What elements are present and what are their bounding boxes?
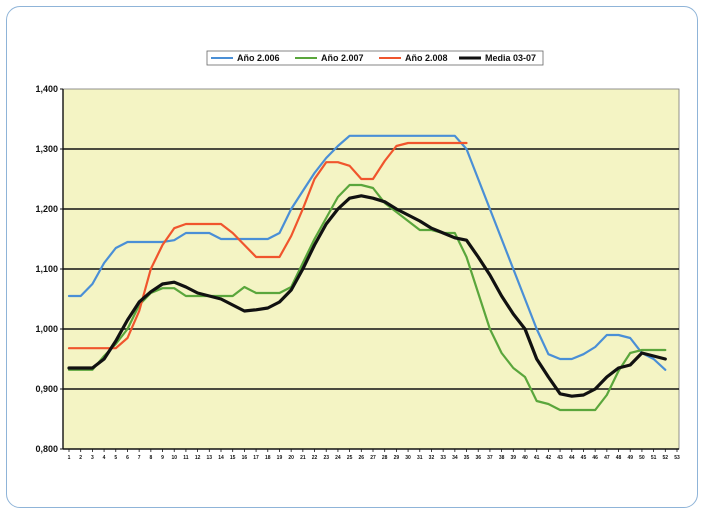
x-tick-label: 45 (581, 455, 587, 461)
legend-label: Año 2.007 (321, 53, 364, 63)
x-tick-label: 7 (138, 455, 141, 461)
series-line-2 (67, 141, 468, 350)
x-tick-label: 49 (627, 455, 633, 461)
chart-legend: Año 2.006 Año 2.007 Año 2.008 Media 03-07 (206, 50, 544, 66)
x-tick-label: 23 (323, 455, 329, 461)
x-tick-label: 38 (499, 455, 505, 461)
series-layer (67, 134, 667, 412)
legend-label: Media 03-07 (485, 53, 536, 63)
y-tick-label: 1,100 (35, 264, 58, 274)
x-axis: 1 2 3 4 5 6 7 8 9 10 11 12 13 14 15 16 17 18 19 20 21 22 23 24 2… (63, 448, 680, 461)
y-tick-label: 0,900 (35, 384, 58, 394)
line-chart: Año 2.006 Año 2.007 Año 2.008 Media 03-07 0… (35, 50, 680, 461)
y-tick-label: 1,000 (35, 324, 58, 334)
x-tick-label: 47 (604, 455, 610, 461)
y-axis: 0,800 0,900 1,000 1,100 1,200 1,300 1,400 (35, 84, 64, 454)
x-tick-label: 22 (312, 455, 318, 461)
x-tick-label: 6 (126, 455, 129, 461)
x-tick-label: 4 (103, 455, 106, 461)
series-line-1 (67, 183, 667, 412)
x-tick-label: 42 (546, 455, 552, 461)
x-tick-label: 36 (475, 455, 481, 461)
x-tick-label: 16 (242, 455, 248, 461)
x-tick-label: 10 (171, 455, 177, 461)
x-tick-label: 41 (534, 455, 540, 461)
x-tick-label: 15 (230, 455, 236, 461)
x-tick-label: 2 (79, 455, 82, 461)
x-tick-label: 35 (464, 455, 470, 461)
x-tick-label: 40 (522, 455, 528, 461)
x-tick-label: 50 (639, 455, 645, 461)
x-tick-label: 17 (253, 455, 259, 461)
x-tick-label: 13 (207, 455, 213, 461)
x-tick-label: 33 (440, 455, 446, 461)
x-tick-label: 9 (161, 455, 164, 461)
x-tick-label: 26 (359, 455, 365, 461)
x-tick-label: 52 (663, 455, 669, 461)
x-tick-label: 28 (382, 455, 388, 461)
x-tick-label: 39 (511, 455, 517, 461)
x-tick-label: 11 (183, 455, 189, 461)
x-tick-label: 21 (300, 455, 306, 461)
x-tick-label: 27 (370, 455, 376, 461)
y-tick-label: 1,400 (35, 84, 58, 94)
x-tick-label: 48 (616, 455, 622, 461)
chart-frame: Año 2.006 Año 2.007 Año 2.008 Media 03-07 0… (6, 6, 698, 508)
legend-label: Año 2.006 (237, 53, 280, 63)
x-tick-label: 43 (557, 455, 563, 461)
y-tick-label: 1,200 (35, 204, 58, 214)
x-tick-label: 31 (417, 455, 423, 461)
x-tick-label: 1 (68, 455, 71, 461)
legend-label: Año 2.008 (405, 53, 448, 63)
x-tick-label: 3 (91, 455, 94, 461)
x-tick-label: 19 (277, 455, 283, 461)
x-tick-label: 46 (592, 455, 598, 461)
x-tick-label: 29 (394, 455, 400, 461)
x-tick-label: 32 (429, 455, 435, 461)
series-line-3 (67, 194, 667, 398)
x-tick-label: 12 (195, 455, 201, 461)
x-tick-label: 24 (335, 455, 341, 461)
y-tick-label: 1,300 (35, 144, 58, 154)
grid-lines (63, 148, 679, 390)
legend-box (206, 50, 544, 66)
x-tick-label: 18 (265, 455, 271, 461)
x-tick-label: 34 (452, 455, 458, 461)
x-tick-label: 8 (149, 455, 152, 461)
x-tick-label: 51 (651, 455, 657, 461)
y-tick-label: 0,800 (35, 444, 58, 454)
x-tick-label: 20 (288, 455, 294, 461)
x-tick-label: 14 (218, 455, 224, 461)
x-tick-label: 53 (674, 455, 680, 461)
x-tick-label: 25 (347, 455, 353, 461)
x-tick-label: 30 (405, 455, 411, 461)
series-line-0 (67, 134, 667, 371)
x-tick-label: 44 (569, 455, 575, 461)
x-tick-label: 37 (487, 455, 493, 461)
x-tick-label: 5 (114, 455, 117, 461)
